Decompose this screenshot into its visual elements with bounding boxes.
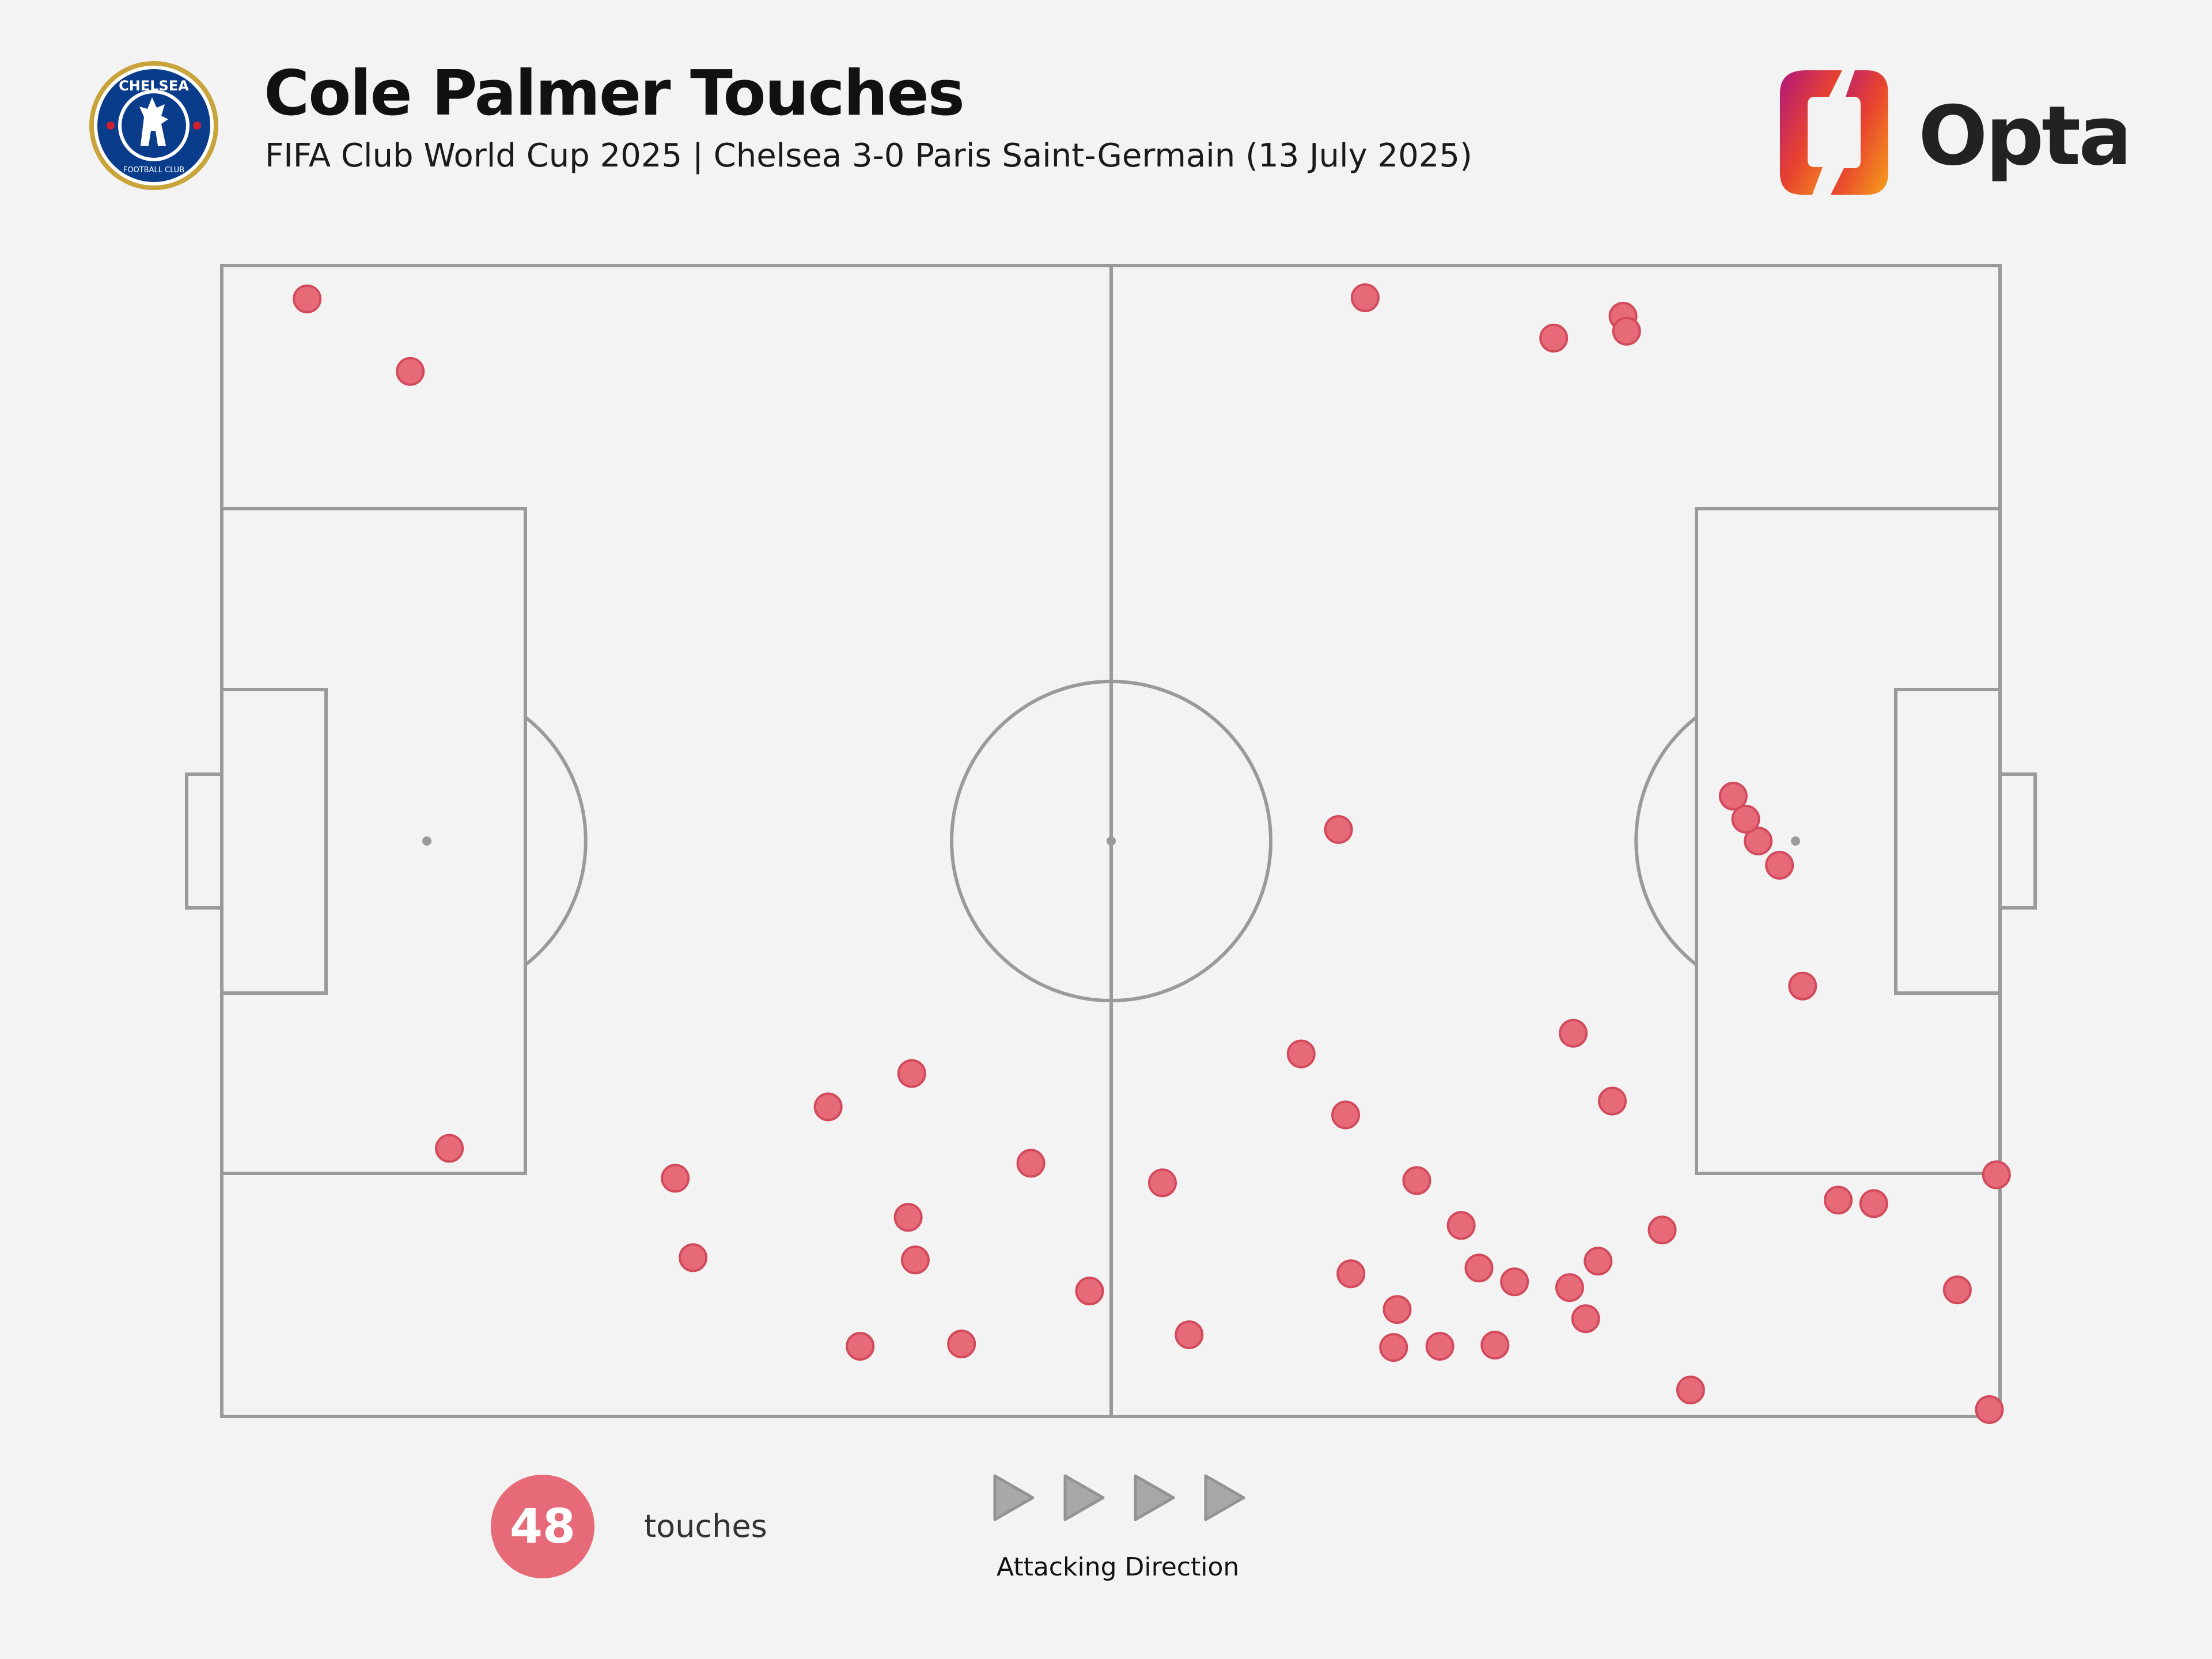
opta-logo-icon: Opta <box>1780 70 2126 195</box>
touch-point <box>1571 1304 1600 1334</box>
touch-point <box>1744 827 1773 855</box>
right-penalty-box <box>1695 507 2002 1175</box>
direction-arrow-icon <box>1063 1474 1105 1521</box>
touch-point <box>1464 1253 1494 1283</box>
direction-arrow-icon <box>1204 1474 1245 1521</box>
touch-point <box>1336 1259 1366 1289</box>
crest-top-text: CHELSEA <box>119 78 189 94</box>
touch-point <box>1718 782 1748 811</box>
touch-point <box>1584 1247 1613 1276</box>
attacking-direction-label: Attacking Direction <box>997 1552 1240 1582</box>
touch-point <box>1982 1160 2011 1190</box>
touch-point <box>1148 1168 1177 1198</box>
touch-markers <box>293 283 2011 1424</box>
left-goal <box>185 772 224 910</box>
left-penalty-box <box>220 507 527 1175</box>
right-six-yard-box <box>1894 688 2002 995</box>
touch-point <box>435 1134 464 1163</box>
chart-title: Cole Palmer Touches <box>264 58 965 130</box>
left-penalty-arc <box>524 715 588 967</box>
touch-count-badge: 48 <box>491 1475 594 1578</box>
touch-point <box>1788 971 1817 1001</box>
touch-point <box>893 1203 923 1232</box>
touch-point <box>1286 1039 1316 1069</box>
chelsea-crest-icon: CHELSEA FOOTBALL CLUB <box>89 61 218 190</box>
chart-subtitle: FIFA Club World Cup 2025 | Chelsea 3-0 P… <box>265 137 1472 175</box>
touch-point <box>1555 1273 1584 1302</box>
direction-arrow-icon <box>993 1474 1035 1521</box>
touch-point <box>813 1092 843 1122</box>
touch-point <box>1331 1100 1360 1130</box>
touch-point <box>846 1332 875 1361</box>
touch-point <box>1425 1332 1455 1361</box>
center-circle <box>950 680 1272 1002</box>
touch-point <box>1382 1295 1412 1324</box>
touch-point <box>947 1330 976 1359</box>
opta-logo-text: Opta <box>1918 89 2126 184</box>
touch-point <box>1859 1189 1888 1218</box>
touch-point <box>1175 1320 1204 1350</box>
touch-point <box>293 284 322 313</box>
touch-point <box>1539 323 1569 353</box>
touch-point <box>1824 1185 1853 1215</box>
left-penalty-spot <box>422 836 431 846</box>
touch-point <box>1480 1331 1510 1360</box>
touch-point <box>1975 1395 2004 1424</box>
touch-point <box>679 1243 708 1272</box>
direction-arrow-icon <box>1134 1474 1175 1521</box>
touch-point <box>1016 1149 1046 1178</box>
right-penalty-arc <box>1634 715 1698 967</box>
right-penalty-spot <box>1791 836 1800 846</box>
crest-bottom-text: FOOTBALL CLUB <box>123 166 184 175</box>
touch-point <box>1446 1211 1476 1240</box>
touch-point <box>396 357 425 386</box>
touch-point <box>1500 1267 1529 1297</box>
touch-point <box>1379 1333 1408 1362</box>
attacking-direction-arrows <box>993 1474 1245 1521</box>
touch-point <box>1324 815 1353 844</box>
left-six-yard-box <box>220 688 328 995</box>
touch-point <box>1598 1086 1627 1116</box>
touch-point <box>1402 1166 1431 1195</box>
touch-point <box>1676 1376 1705 1404</box>
touch-point <box>1731 805 1760 834</box>
touch-point <box>661 1164 690 1193</box>
touch-point <box>1350 283 1380 312</box>
touch-point <box>1559 1018 1588 1048</box>
touch-point <box>1647 1215 1677 1245</box>
touch-point <box>900 1245 930 1275</box>
touch-point <box>1612 316 1641 346</box>
touch-point <box>1075 1277 1104 1306</box>
touch-point <box>1765 851 1794 880</box>
touch-point <box>1942 1275 1972 1305</box>
touch-count-label: touches <box>644 1508 767 1544</box>
touch-point <box>897 1059 926 1088</box>
center-spot <box>1107 836 1116 846</box>
right-goal <box>1998 772 2037 910</box>
